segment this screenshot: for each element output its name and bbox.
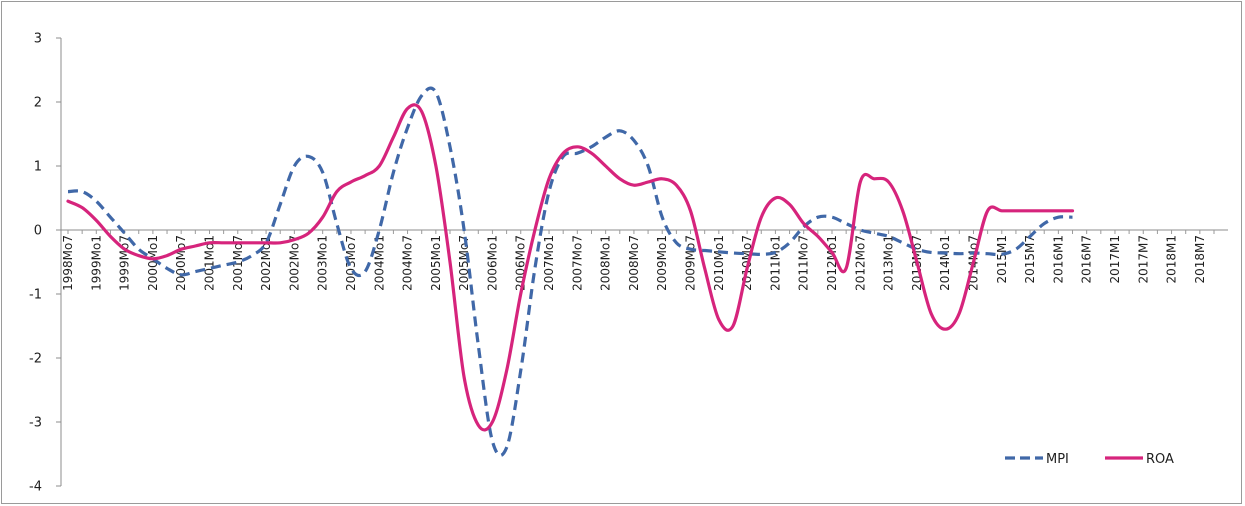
- x-tick-label: 2009Mo7: [684, 235, 698, 291]
- x-tick-label: 2003Mo7: [344, 235, 358, 291]
- x-tick-label: 2008Mo7: [627, 235, 641, 291]
- x-tick-label: 2008Mo1: [599, 235, 613, 291]
- legend: MPI ROA: [1005, 452, 1174, 467]
- x-tick-label: 2011Mo1: [768, 235, 782, 291]
- x-tick-label: 2001Mo7: [231, 235, 245, 291]
- series-line-mpi: [67, 86, 1073, 457]
- x-tick-label: 2000Mo1: [146, 235, 160, 291]
- x-tick-label: 2015M1: [995, 235, 1009, 284]
- x-tick-label: 2002Mo7: [287, 235, 301, 291]
- x-tick-label: 2016M1: [1051, 235, 1065, 284]
- x-tick-label: 2017M7: [1136, 235, 1150, 284]
- x-tick-label: 2016M7: [1080, 235, 1094, 284]
- x-tick-label: 2012Mo7: [853, 235, 867, 291]
- y-axis: 3 2 1 0 -1 -2 -3 -4: [29, 32, 62, 495]
- x-tick-label: 2007Mo1: [542, 235, 556, 291]
- x-tick-label: 2000Mo7: [174, 235, 188, 291]
- x-tick-label: 1999Mo7: [118, 235, 132, 291]
- x-tick-label: 2005Mo1: [429, 235, 443, 291]
- x-tick-label: 2011Mo7: [797, 235, 811, 291]
- y-tick-label: -3: [29, 416, 42, 431]
- x-tick-label: 1998Mo7: [61, 235, 75, 291]
- y-tick-label: -4: [29, 480, 42, 495]
- series-line-roa: [66, 103, 1075, 432]
- x-tick-label: 2010Mo1: [712, 235, 726, 291]
- x-tick-label: 2014Mo1: [938, 235, 952, 291]
- x-tick-label: 2018M7: [1193, 235, 1207, 284]
- y-tick-label: 1: [34, 160, 42, 175]
- x-tick-label: 2009Mo1: [655, 235, 669, 291]
- legend-label-roa: ROA: [1146, 452, 1174, 467]
- x-tick-label: 2018M1: [1165, 235, 1179, 284]
- x-tick-label: 2001Mo1: [202, 235, 216, 291]
- x-tick-label: 2015M7: [1023, 235, 1037, 284]
- x-tick-label: 2013Mo1: [882, 235, 896, 291]
- x-tick-label: 2006Mo1: [485, 235, 499, 291]
- x-tick-label: 2005Mo7: [457, 235, 471, 291]
- x-tick-label: 1999Mo1: [89, 235, 103, 291]
- x-tick-label: 2007Mo7: [570, 235, 584, 291]
- x-tick-label: 2017M1: [1108, 235, 1122, 284]
- x-axis: 1998Mo7 1999Mo1 1999Mo7 2000Mo1 2000Mo7 2001M…: [61, 229, 1228, 291]
- y-tick-label: -2: [29, 352, 42, 367]
- y-tick-label: 3: [34, 32, 42, 47]
- x-tick-label: 2004Mo1: [372, 235, 386, 291]
- series-layer: [66, 86, 1075, 457]
- x-tick-label: 2004Mo7: [401, 235, 415, 291]
- y-tick-label: -1: [29, 288, 42, 303]
- y-tick-label: 2: [34, 96, 42, 111]
- y-tick-label: 0: [34, 224, 42, 239]
- x-tick-label: 2003Mo1: [316, 235, 330, 291]
- legend-label-mpi: MPI: [1046, 452, 1069, 467]
